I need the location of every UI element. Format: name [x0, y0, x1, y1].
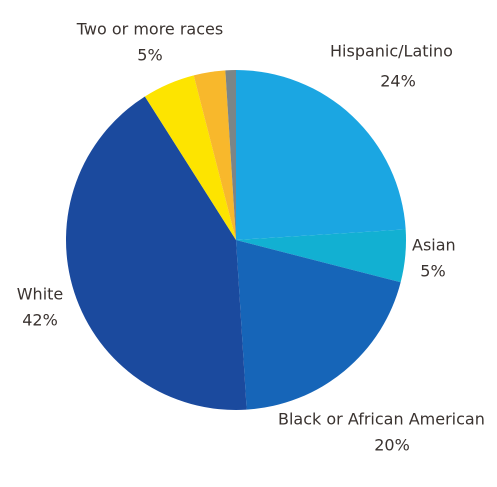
- pie-slice: [236, 240, 401, 410]
- slice-label: Black or African American: [278, 410, 485, 429]
- slice-value-label: 5%: [420, 262, 445, 281]
- slice-label: Asian: [412, 236, 456, 255]
- pie-slice: [193, 70, 236, 241]
- pie-slice: [236, 229, 407, 283]
- slice-label: Two or more races: [76, 20, 223, 39]
- pie-slice: [144, 75, 236, 240]
- pie-slice: [66, 96, 247, 410]
- slice-value-label: 42%: [22, 311, 58, 330]
- slice-value-label: 5%: [137, 46, 162, 65]
- pie-slice: [225, 70, 236, 240]
- pie-slice: [236, 70, 406, 240]
- slice-label: White: [17, 285, 64, 304]
- slice-value-label: 24%: [380, 72, 416, 91]
- slice-label: Hispanic/Latino: [330, 42, 453, 61]
- slice-value-label: 20%: [374, 436, 410, 455]
